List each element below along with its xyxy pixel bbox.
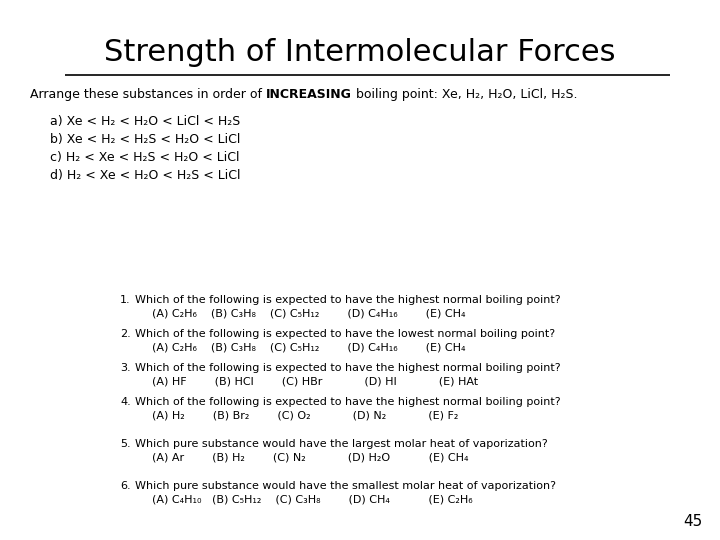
Text: 45: 45 (683, 514, 702, 529)
Text: (A) HF        (B) HCl        (C) HBr            (D) HI            (E) HAt: (A) HF (B) HCl (C) HBr (D) HI (E) HAt (152, 376, 478, 386)
Text: 3.: 3. (120, 363, 130, 373)
Text: Which of the following is expected to have the highest normal boiling point?: Which of the following is expected to ha… (135, 397, 561, 407)
Text: 1.: 1. (120, 295, 130, 305)
Text: Which of the following is expected to have the highest normal boiling point?: Which of the following is expected to ha… (135, 363, 561, 373)
Text: a) Xe < H₂ < H₂O < LiCl < H₂S: a) Xe < H₂ < H₂O < LiCl < H₂S (50, 115, 240, 128)
Text: 6.: 6. (120, 481, 130, 491)
Text: 5.: 5. (120, 439, 130, 449)
Text: (A) C₂H₆    (B) C₃H₈    (C) C₅H₁₂        (D) C₄H₁₆        (E) CH₄: (A) C₂H₆ (B) C₃H₈ (C) C₅H₁₂ (D) C₄H₁₆ (E… (152, 308, 466, 318)
Text: (A) C₂H₆    (B) C₃H₈    (C) C₅H₁₂        (D) C₄H₁₆        (E) CH₄: (A) C₂H₆ (B) C₃H₈ (C) C₅H₁₂ (D) C₄H₁₆ (E… (152, 342, 466, 352)
Text: d) H₂ < Xe < H₂O < H₂S < LiCl: d) H₂ < Xe < H₂O < H₂S < LiCl (50, 169, 240, 182)
Text: Arrange these substances in order of: Arrange these substances in order of (30, 88, 266, 101)
Text: Which pure substance would have the largest molar heat of vaporization?: Which pure substance would have the larg… (135, 439, 548, 449)
Text: boiling point: Xe, H₂, H₂O, LiCl, H₂S.: boiling point: Xe, H₂, H₂O, LiCl, H₂S. (352, 88, 577, 101)
Text: Which of the following is expected to have the highest normal boiling point?: Which of the following is expected to ha… (135, 295, 561, 305)
Text: Which of the following is expected to have the lowest normal boiling point?: Which of the following is expected to ha… (135, 329, 555, 339)
Text: Strength of Intermolecular Forces: Strength of Intermolecular Forces (104, 38, 616, 67)
Text: b) Xe < H₂ < H₂S < H₂O < LiCl: b) Xe < H₂ < H₂S < H₂O < LiCl (50, 133, 240, 146)
Text: (A) H₂        (B) Br₂        (C) O₂            (D) N₂            (E) F₂: (A) H₂ (B) Br₂ (C) O₂ (D) N₂ (E) F₂ (152, 410, 459, 420)
Text: (A) C₄H₁₀   (B) C₅H₁₂    (C) C₃H₈        (D) CH₄           (E) C₂H₆: (A) C₄H₁₀ (B) C₅H₁₂ (C) C₃H₈ (D) CH₄ (E)… (152, 494, 472, 504)
Text: 4.: 4. (120, 397, 131, 407)
Text: Which pure substance would have the smallest molar heat of vaporization?: Which pure substance would have the smal… (135, 481, 556, 491)
Text: c) H₂ < Xe < H₂S < H₂O < LiCl: c) H₂ < Xe < H₂S < H₂O < LiCl (50, 151, 240, 164)
Text: 2.: 2. (120, 329, 131, 339)
Text: (A) Ar        (B) H₂        (C) N₂            (D) H₂O           (E) CH₄: (A) Ar (B) H₂ (C) N₂ (D) H₂O (E) CH₄ (152, 452, 469, 462)
Text: INCREASING: INCREASING (266, 88, 352, 101)
